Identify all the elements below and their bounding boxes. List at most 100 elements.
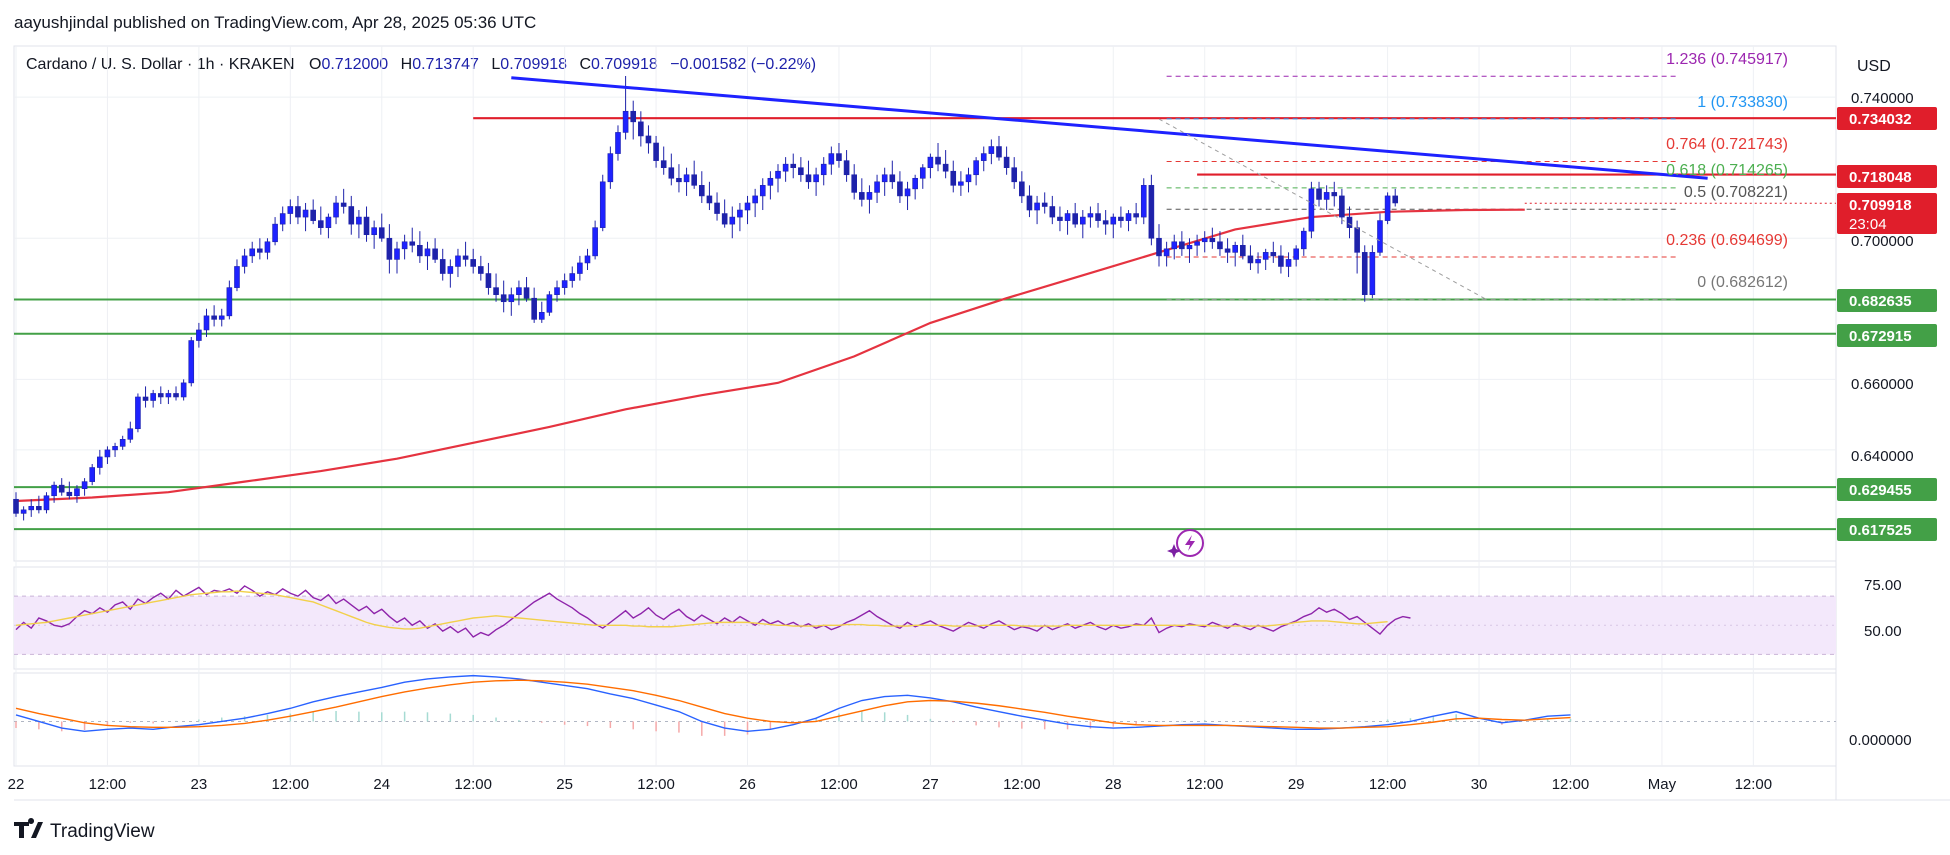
candle-body <box>1057 216 1063 221</box>
candle-body <box>104 449 111 458</box>
candle-body <box>683 174 690 183</box>
candle-body <box>638 121 644 137</box>
badge-current-price <box>1837 193 1937 234</box>
candle-body <box>295 206 301 218</box>
candle-body <box>782 163 789 172</box>
candle-body <box>607 153 614 183</box>
ema-line <box>15 208 1525 503</box>
candle-body <box>470 259 477 267</box>
candle-body <box>485 273 492 288</box>
badge-0629455 <box>1837 478 1937 501</box>
time-tick-label: 29 <box>1288 776 1305 793</box>
candle-body <box>1011 167 1018 183</box>
candle-body <box>135 396 141 430</box>
candle-body <box>203 315 210 331</box>
candle-body <box>340 202 347 207</box>
candle-body <box>1209 237 1216 243</box>
candle-body <box>1224 248 1231 253</box>
candle-body <box>127 428 134 440</box>
badge-countdown-text: 23:04 <box>1849 216 1887 233</box>
price-tick-label: 0.640000 <box>1851 448 1914 465</box>
candle-body <box>211 315 217 320</box>
candle-body <box>462 255 469 260</box>
tradingview-logo[interactable]: TradingView <box>14 818 155 842</box>
badge-0718048-text: 0.718048 <box>1849 169 1912 186</box>
candle-body <box>1323 192 1330 200</box>
candle-body <box>927 156 934 168</box>
candle-body <box>1232 244 1238 253</box>
candle-body <box>112 446 118 451</box>
fib-labels: 1.236 (0.745917) 1 (0.733830) 0.764 (0.7… <box>1666 51 1788 291</box>
candle-body <box>1377 220 1383 253</box>
candle-body <box>1354 227 1360 253</box>
candle-body <box>1140 185 1147 218</box>
candle-body <box>1003 156 1010 168</box>
tradingview-logo-icon <box>14 818 43 838</box>
candle-body <box>157 393 164 398</box>
candle-body <box>1217 241 1223 250</box>
candle-body <box>58 484 65 493</box>
candle-body <box>660 160 667 168</box>
candle-body <box>424 248 431 257</box>
time-axis[interactable]: 22 12:00 23 12:00 24 12:00 25 12:00 26 12:00 27 12:… <box>8 776 1772 793</box>
time-tick-label: 25 <box>556 776 573 793</box>
price-levels <box>14 75 1836 531</box>
candle-body <box>531 297 537 320</box>
candle-body <box>386 237 393 260</box>
candle-body <box>836 153 842 161</box>
candle-body <box>97 456 103 468</box>
candle-body <box>843 160 850 176</box>
candle-body <box>226 287 233 317</box>
fib-label-0: 0 (0.682612) <box>1697 274 1788 291</box>
price-axis[interactable]: USD 0.740000 0.700000 0.660000 0.640000 <box>1851 58 1914 465</box>
candle-body <box>1293 248 1299 260</box>
lightning-icon[interactable] <box>1167 529 1204 558</box>
candle-body <box>1270 252 1277 257</box>
candle-body <box>1308 188 1315 232</box>
candle-body <box>272 223 278 243</box>
candle-body <box>173 393 179 398</box>
candle-body <box>1369 252 1376 295</box>
macd-tick-label: 0.000000 <box>1849 732 1912 749</box>
candle-body <box>935 156 941 165</box>
lightning-icon-bolt <box>1185 535 1195 551</box>
candle-body <box>1156 237 1162 257</box>
grid-lines <box>14 46 1836 766</box>
time-tick-label: 24 <box>373 776 390 793</box>
candle-body <box>546 294 553 313</box>
candle-body <box>1179 241 1185 250</box>
rsi-tick-label: 50.00 <box>1864 623 1902 640</box>
candle-body <box>1110 216 1117 225</box>
axis-currency-label: USD <box>1857 58 1891 75</box>
badge-0617525-text: 0.617525 <box>1849 522 1912 539</box>
ohlc-high-value: 0.713747 <box>412 56 479 73</box>
candle-body <box>1384 195 1391 221</box>
candle-body <box>1133 213 1139 218</box>
candle-body <box>622 110 629 133</box>
candle-body <box>43 495 50 511</box>
candle-body <box>1346 216 1353 228</box>
fib-label-1236: 1.236 (0.745917) <box>1666 51 1788 68</box>
macd-pane-frame <box>13 672 1837 767</box>
time-tick-label: 12:00 <box>89 776 127 793</box>
candle-body <box>752 195 758 204</box>
candle-body <box>1278 255 1284 267</box>
candle-body <box>798 167 804 176</box>
time-tick-label: 12:00 <box>1186 776 1224 793</box>
candle-body <box>455 255 461 267</box>
candle-body <box>1087 213 1094 218</box>
candle-body <box>1339 195 1345 218</box>
candle-body <box>729 216 736 225</box>
candle-body <box>744 202 751 211</box>
candle-body <box>698 185 705 197</box>
candle-body <box>1247 255 1254 264</box>
fib-label-05: 0.5 (0.708221) <box>1684 184 1788 201</box>
candle-body <box>409 241 416 246</box>
candle-body <box>356 216 362 225</box>
time-tick-label: 12:00 <box>272 776 310 793</box>
candle-body <box>1102 220 1109 225</box>
ema-line-group <box>15 208 1525 503</box>
price-tick-label: 0.660000 <box>1851 376 1914 393</box>
candle-body <box>691 174 697 186</box>
candle-body <box>721 213 728 225</box>
